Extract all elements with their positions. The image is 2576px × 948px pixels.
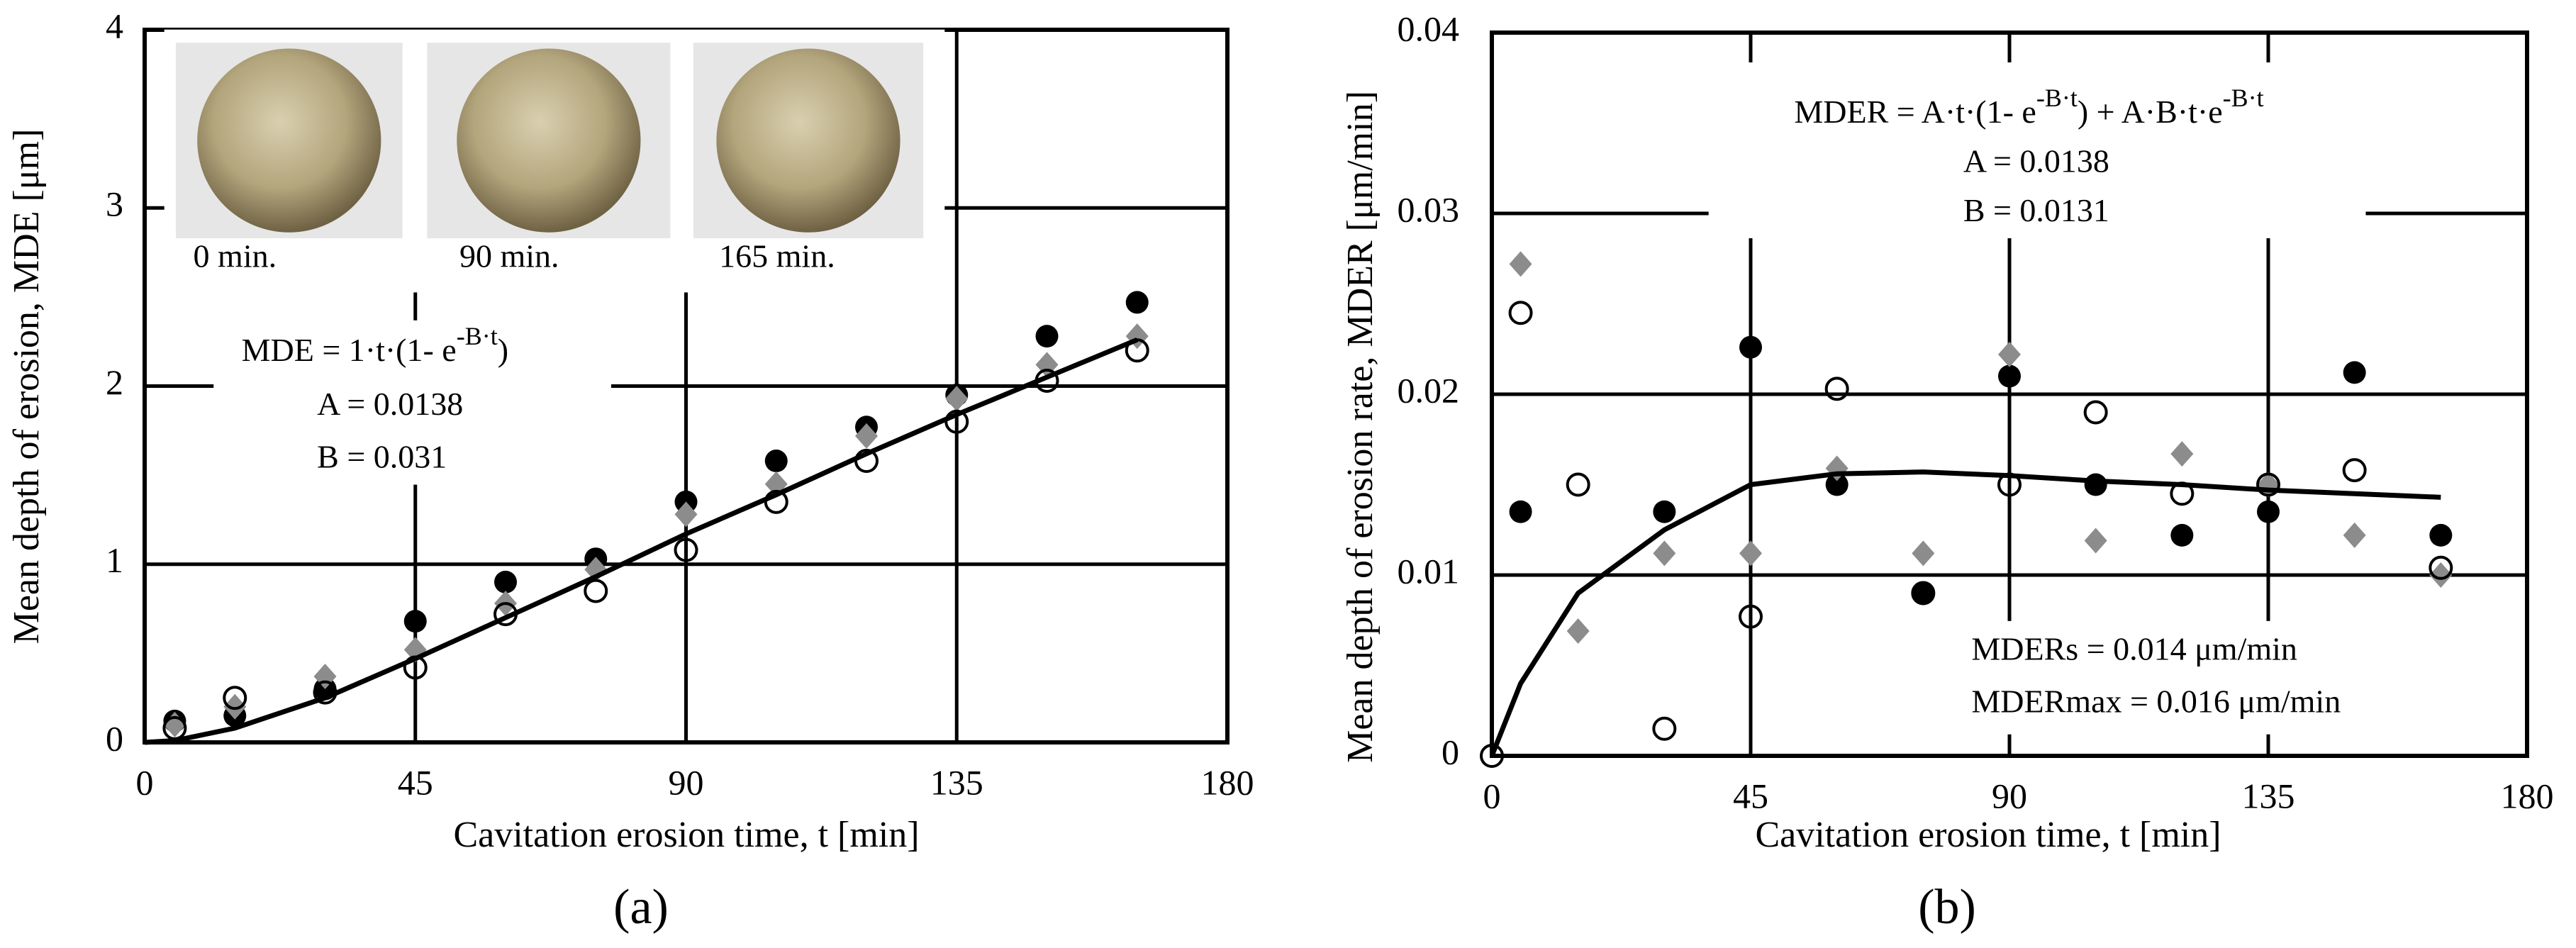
photo-label: 165 min. (719, 238, 835, 274)
x-tick-label: 135 (2242, 776, 2295, 815)
y-tick-label: 1 (106, 540, 123, 580)
data-point (764, 450, 788, 473)
data-point (1998, 364, 2021, 388)
y-tick-label: 0.03 (1398, 189, 1460, 229)
data-point (2170, 441, 2194, 467)
data-point (2429, 523, 2453, 547)
data-point (584, 579, 608, 603)
data-point (2084, 528, 2107, 554)
x-tick-label: 45 (1733, 776, 1768, 815)
annotation: B = 0.031 (317, 438, 447, 474)
annotation-box (213, 320, 611, 485)
y-tick-label: 3 (106, 184, 123, 224)
plot-frame (1490, 30, 2529, 758)
x-tick-label: 90 (669, 762, 704, 802)
y-tick-label: 4 (106, 6, 123, 45)
data-point (2343, 522, 2366, 548)
x-tick-label: 0 (136, 762, 154, 802)
x-axis-title: Cavitation erosion time, t [min] (1755, 815, 2221, 855)
data-point (1509, 251, 1532, 277)
fit-line (1489, 469, 2441, 757)
y-axis-title: Mean depth of erosion rate, MDER [μm/min… (1340, 91, 1381, 763)
formula-text: ) (498, 332, 508, 368)
x-tick-label: 90 (1992, 776, 2027, 815)
annotation-box (1708, 62, 2366, 238)
data-point (2084, 473, 2107, 496)
data-point (1652, 716, 1677, 741)
x-tick-label: 180 (2501, 776, 2554, 815)
data-point (1912, 540, 1935, 567)
annotation: B = 0.0131 (1963, 192, 2109, 228)
x-tick-label: 180 (1201, 762, 1254, 802)
data-point (1739, 335, 1762, 359)
data-point (403, 610, 427, 633)
data-point (1480, 744, 1504, 768)
formula-text: ) + A·B·t·e (2078, 94, 2223, 130)
specimen-photo (197, 48, 381, 233)
data-point (1653, 500, 1676, 523)
formula-superscript: -B·t (457, 322, 498, 350)
x-tick-label: 135 (930, 762, 983, 802)
data-point (1911, 581, 1936, 606)
data-point (1824, 377, 1849, 401)
data-point (945, 386, 969, 412)
specimen-photo (716, 48, 901, 233)
data-point (1508, 301, 1533, 325)
note: MDERmax = 0.016 μm/min (1971, 684, 2341, 720)
y-tick-label: 0.01 (1398, 551, 1460, 591)
formula-superscript: -B·t (2223, 84, 2264, 112)
data-point (494, 570, 517, 593)
data-point (2429, 562, 2453, 588)
data-point (1739, 604, 1763, 629)
x-axis-title: Cavitation erosion time, t [min] (453, 815, 919, 855)
annotation: A = 0.0138 (317, 386, 463, 422)
x-tick-label: 0 (1483, 776, 1501, 815)
data-point (1825, 473, 1849, 496)
y-tick-label: 0 (106, 718, 123, 758)
y-tick-label: 0.02 (1398, 370, 1460, 410)
data-point (1739, 540, 1762, 567)
data-point (674, 501, 698, 528)
data-point (2429, 555, 2453, 580)
annotation: A = 0.0138 (1963, 143, 2109, 179)
data-point (2256, 472, 2280, 497)
data-point (855, 423, 878, 449)
photo-label: 0 min. (194, 238, 277, 274)
specimen-photo (457, 48, 641, 233)
y-axis-title: Mean depth of erosion, MDE [μm] (6, 129, 47, 645)
formula: MDER = A·t·(1- e-B·t) + A·B·t·e-B·t (1794, 84, 2263, 129)
data-point (1998, 341, 2021, 367)
formula-text: MDER = A·t·(1- e (1794, 94, 2036, 130)
data-point (1566, 618, 1590, 645)
data-point (1035, 325, 1059, 348)
annotation-box (1958, 620, 2473, 735)
data-point (2170, 523, 2194, 547)
y-tick-label: 0 (1442, 732, 1459, 771)
data-point (674, 537, 698, 562)
panel-label: (a) (613, 880, 669, 935)
data-point (2342, 458, 2367, 483)
data-point (223, 686, 247, 710)
photo-label: 90 min. (459, 238, 559, 274)
data-point (2257, 500, 2280, 523)
data-point (1566, 472, 1590, 497)
y-tick-label: 0.04 (1398, 9, 1460, 48)
data-point (2343, 361, 2366, 384)
formula-superscript: -B·t (2036, 84, 2078, 112)
data-point (1912, 581, 1935, 605)
data-point (1125, 291, 1149, 314)
fit-line (144, 337, 1139, 745)
formula-text: MDE = 1·t·(1- e (242, 332, 457, 368)
y-tick-label: 2 (106, 362, 123, 402)
note: MDERs = 0.014 μm/min (1971, 630, 2297, 667)
formula: MDE = 1·t·(1- e-B·t) (242, 322, 508, 367)
data-point (223, 693, 247, 720)
panel-label: (b) (1918, 880, 1976, 935)
data-point (1509, 500, 1532, 523)
data-point (2083, 400, 2108, 425)
data-point (1653, 540, 1676, 567)
x-tick-label: 45 (398, 762, 433, 802)
